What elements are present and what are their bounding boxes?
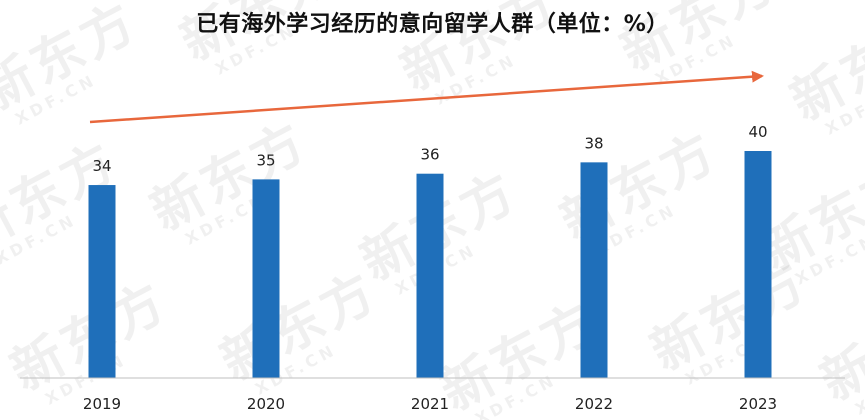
data-label-2022: 38 [584, 134, 603, 152]
x-tick-2022: 2022 [575, 395, 613, 413]
trend-arrow [89, 70, 764, 124]
chart-title: 已有海外学习经历的意向留学人群（单位：%） [196, 12, 669, 37]
data-label-2019: 34 [92, 157, 111, 175]
bar-2020 [252, 179, 280, 378]
data-label-2023: 40 [748, 123, 767, 141]
bars-group [88, 151, 772, 378]
x-tick-2021: 2021 [411, 395, 449, 413]
bar-2019 [88, 185, 116, 378]
x-tick-2020: 2020 [247, 395, 285, 413]
data-labels-group: 34 35 36 38 40 [92, 123, 767, 175]
bar-2022 [580, 162, 608, 378]
data-label-2021: 36 [420, 146, 439, 164]
bar-2023 [744, 151, 772, 378]
x-tick-labels-group: 2019 2020 2021 2022 2023 [83, 395, 777, 413]
x-tick-2019: 2019 [83, 395, 121, 413]
data-label-2020: 35 [256, 151, 275, 169]
bar-2021 [416, 173, 444, 378]
x-tick-2023: 2023 [739, 395, 777, 413]
